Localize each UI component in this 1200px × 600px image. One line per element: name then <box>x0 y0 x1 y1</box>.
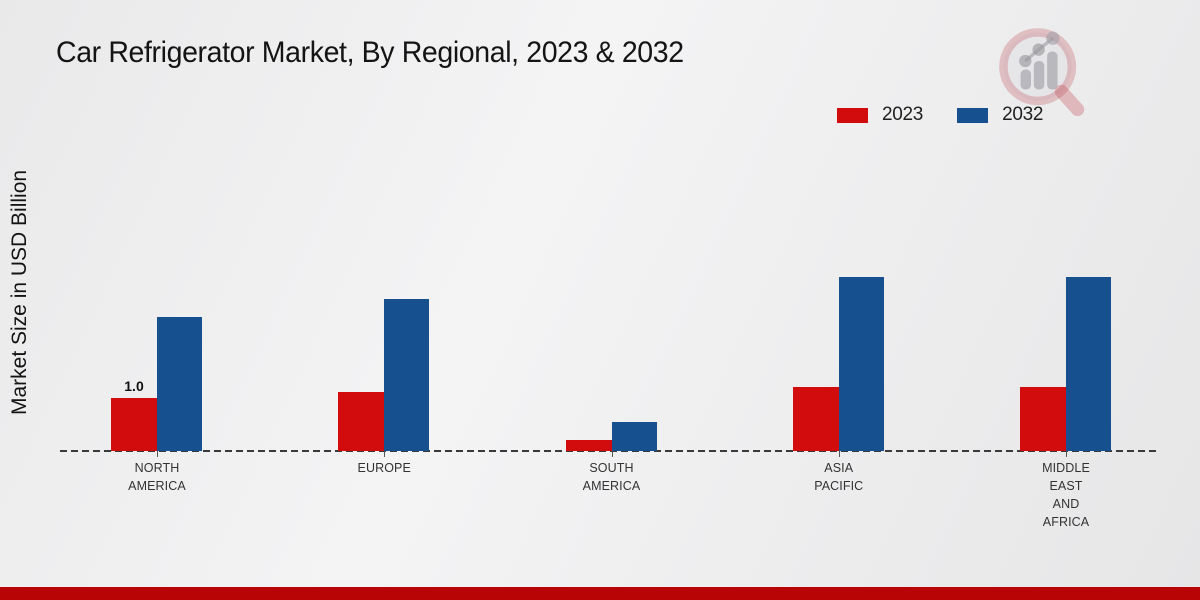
chart-title: Car Refrigerator Market, By Regional, 20… <box>56 36 684 69</box>
category-label-europe: EUROPE <box>357 461 411 475</box>
footer-accent-bar <box>0 587 1200 600</box>
category-label-middle-east-and-africa: MIDDLE EAST AND AFRICA <box>1042 461 1090 530</box>
x-axis-tick <box>1066 451 1067 457</box>
magnifier-bar-chart-logo-icon <box>999 28 1085 117</box>
bar-2032-asia-pacific <box>838 277 884 451</box>
y-axis-label: Market Size in USD Billion <box>8 169 31 415</box>
x-axis-tick <box>384 451 386 457</box>
category-label-south-america: SOUTH AMERICA <box>582 461 641 494</box>
legend-label-2023: 2023 <box>882 104 924 125</box>
category-label-north-america: NORTH AMERICA <box>128 461 186 494</box>
bar-2032-south-america <box>611 422 657 451</box>
legend-swatch-2032 <box>957 107 989 123</box>
category-label-asia-pacific: ASIA PACIFIC <box>814 461 864 494</box>
bar-2023-south-america <box>565 440 612 451</box>
bar-2023-asia-pacific <box>792 387 839 451</box>
bar-2023-europe <box>338 392 385 451</box>
legend-item-2023: 2023 <box>837 104 923 126</box>
bar-2023-middle-east-and-africa <box>1020 387 1066 451</box>
x-axis-tick <box>157 451 158 457</box>
legend: 2023 2032 <box>837 102 1043 128</box>
bar-value-label: 1.0 <box>124 378 144 394</box>
bar-2032-middle-east-and-africa <box>1066 277 1111 451</box>
bar-2023-north-america <box>111 398 157 451</box>
x-axis-tick <box>611 451 613 457</box>
bar-2032-europe <box>384 299 430 451</box>
legend-swatch-2023 <box>837 107 868 123</box>
legend-label-2032: 2032 <box>1002 104 1044 125</box>
legend-item-2032: 2032 <box>957 104 1043 126</box>
x-axis-tick <box>838 451 840 457</box>
bar-2032-north-america <box>157 317 202 451</box>
